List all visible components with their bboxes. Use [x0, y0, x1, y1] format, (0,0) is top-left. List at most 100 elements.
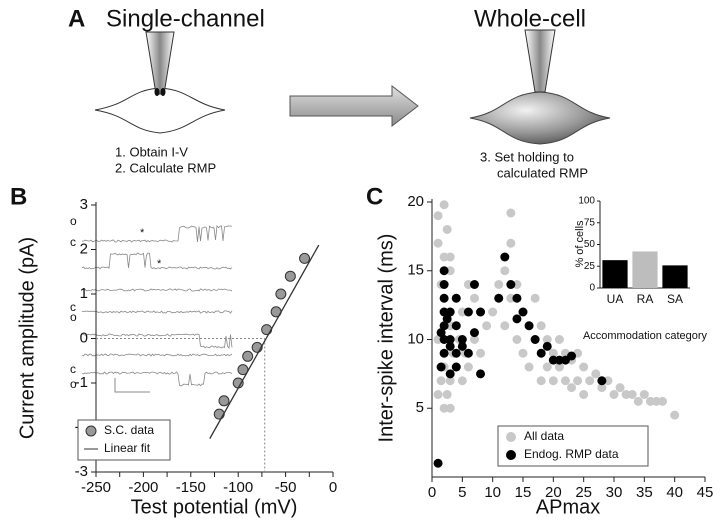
point: [445, 252, 455, 262]
point: [469, 293, 479, 303]
point: [536, 348, 546, 358]
point: [457, 335, 467, 344]
cell: [94, 87, 226, 134]
y-tick-label: 15: [407, 262, 424, 279]
x-tick-label: 5: [458, 484, 466, 501]
panel-title: Single-channel: [106, 5, 265, 32]
x-axis-title: Test potential (mV): [131, 496, 298, 518]
pipette: [524, 29, 556, 93]
point: [506, 280, 516, 289]
point: [433, 238, 443, 248]
point: [436, 376, 446, 386]
point: [451, 362, 461, 372]
point: [433, 211, 443, 221]
y-tick-label: 50: [584, 239, 596, 250]
point: [536, 376, 546, 386]
point: [463, 307, 473, 317]
arrow: [289, 84, 419, 128]
y-tick-label: 0: [80, 329, 88, 346]
legend-swatch: [85, 425, 97, 437]
point: [512, 335, 522, 344]
step-text: 3. Set holding to: [480, 149, 574, 164]
point: [554, 362, 564, 372]
y-tick-label: 20: [407, 193, 424, 210]
point: [524, 362, 534, 372]
trace: [81, 333, 233, 350]
point: [436, 362, 446, 372]
trace: [81, 353, 233, 357]
trace: [81, 310, 233, 314]
point: [439, 321, 449, 331]
bar: [632, 251, 658, 288]
x-tick-label: 15: [515, 484, 532, 501]
point: [591, 369, 601, 379]
point: [615, 383, 625, 393]
x-tick-label: -250: [81, 479, 111, 496]
x-tick-label: 25: [575, 484, 592, 501]
point: [536, 321, 546, 331]
point: [445, 341, 455, 351]
y-tick-label: 75: [584, 217, 596, 228]
point: [597, 383, 607, 393]
point: [548, 348, 558, 358]
fit-line: [209, 244, 320, 439]
point: [512, 314, 522, 324]
point: [512, 293, 522, 303]
point: [524, 321, 534, 331]
legend-label: Endog. RMP data: [524, 447, 619, 461]
point: [261, 324, 273, 336]
x-tick-label: UA: [607, 292, 624, 306]
point: [627, 390, 637, 399]
point: [542, 341, 552, 351]
point: [439, 280, 449, 289]
point: [500, 321, 510, 331]
point: [433, 390, 443, 399]
point: [451, 348, 461, 358]
point: [494, 293, 504, 303]
point: [433, 458, 443, 468]
point: [469, 335, 479, 344]
point: [299, 252, 311, 264]
point: [445, 403, 455, 413]
scale-bar: [114, 378, 150, 393]
cell: [469, 91, 611, 145]
panel-label: B: [10, 183, 27, 210]
y-tick-label: 10: [407, 330, 424, 347]
y-tick-label: -3: [75, 463, 88, 480]
state-label: o: [70, 310, 77, 324]
point: [457, 341, 467, 351]
point: [609, 390, 619, 399]
panel-title: Whole-cell: [474, 5, 586, 32]
legend-label: Linear fit: [104, 441, 151, 455]
point: [469, 280, 479, 289]
point: [530, 293, 540, 303]
point: [548, 376, 558, 386]
point: [469, 328, 479, 338]
y-axis-title: Inter-spike interval (ms): [375, 234, 397, 443]
y-tick-label: 25: [584, 261, 596, 272]
point: [579, 390, 589, 399]
point: [451, 321, 461, 331]
x-tick-label: RA: [637, 292, 654, 306]
point: [494, 280, 504, 289]
point: [567, 351, 577, 361]
point: [442, 390, 452, 399]
state-label: c: [70, 300, 76, 314]
y-tick-label: 0: [589, 283, 595, 294]
x-tick-label: -50: [275, 479, 297, 496]
x-axis-title: Accommodation category: [583, 330, 708, 342]
point: [445, 307, 455, 317]
point: [275, 288, 287, 300]
event-marker: *: [140, 227, 145, 239]
plots: occoco**-250-200-150-100-500-3-2-10123S.…: [10, 183, 713, 518]
point: [518, 348, 528, 358]
point: [439, 293, 449, 303]
legend-box: [497, 425, 649, 467]
legend-swatch: [506, 450, 516, 460]
point: [506, 208, 516, 218]
x-tick-label: 30: [606, 484, 623, 501]
pipette: [145, 31, 175, 95]
y-axis-title: % of cells: [574, 220, 586, 268]
state-label: c: [70, 362, 76, 376]
point: [442, 314, 452, 324]
